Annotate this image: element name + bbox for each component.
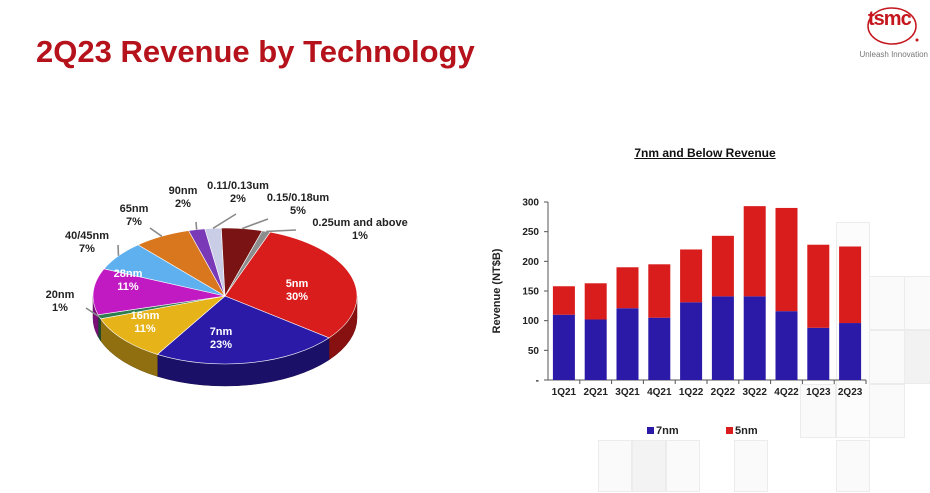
pie-leader-0-15-0-18um <box>241 218 269 230</box>
bar-7nm-3q22 <box>743 296 766 380</box>
bar-7nm-2q22 <box>711 296 734 380</box>
decor-tile <box>904 330 930 384</box>
bar-7nm-1q23 <box>807 327 830 380</box>
bar-5nm-4q21 <box>648 264 671 318</box>
y-tick-label: 50 <box>528 346 540 357</box>
y-tick-label: 300 <box>522 198 539 209</box>
pie-slice-0-11-0-13um <box>204 227 226 297</box>
pie-label-90nm: 90nm 2% <box>168 185 198 210</box>
decor-tile <box>734 440 768 492</box>
pie-label-16nm: 16nm 11% <box>130 310 160 335</box>
tsmc-logo: tsmc Unleash Innovation <box>852 6 930 62</box>
bar-5nm-1q23 <box>807 244 830 328</box>
pie-side-28nm <box>92 295 99 338</box>
x-tick-label: 3Q22 <box>742 387 767 398</box>
legend-swatch-5nm <box>726 427 733 434</box>
x-tick-label: 2Q21 <box>583 387 608 398</box>
pie-label-20nm: 20nm 1% <box>45 289 75 314</box>
pie-leader-90nm <box>195 221 198 230</box>
bar-7nm-3q21 <box>616 308 639 380</box>
pie-leader-0-25um-and-above <box>266 229 297 233</box>
bar-7nm-2q21 <box>584 319 607 380</box>
bar-5nm-2q22 <box>711 235 734 297</box>
x-tick-label: 1Q21 <box>552 387 577 398</box>
pie-label-40-45nm: 40/45nm 7% <box>64 230 110 255</box>
decor-tile <box>666 440 700 492</box>
decor-tile <box>869 384 905 438</box>
logo-tagline: Unleash Innovation <box>859 50 929 59</box>
bar-7nm-4q21 <box>648 317 671 380</box>
bar-7nm-1q22 <box>680 302 703 380</box>
decor-tile <box>632 440 666 492</box>
bar-5nm-1q22 <box>680 249 703 303</box>
bar-5nm-2q21 <box>584 283 607 320</box>
y-axis-label: Revenue (NT$B) <box>491 248 503 333</box>
legend-item-7nm: 7nm <box>647 425 679 437</box>
y-tick-label: 250 <box>522 227 539 238</box>
decor-tile <box>598 440 632 492</box>
decor-tile <box>869 276 905 330</box>
decor-tile <box>836 222 870 438</box>
y-tick-label: 150 <box>522 287 539 298</box>
x-tick-label: 4Q21 <box>647 387 672 398</box>
pie-slice-90nm <box>188 228 226 297</box>
pie-label-28nm: 28nm 11% <box>113 268 143 293</box>
logo-wordmark: tsmc <box>868 8 912 30</box>
y-tick-label: 100 <box>522 316 539 327</box>
bar-7nm-4q22 <box>775 311 798 380</box>
pie-label-65nm: 65nm 7% <box>119 203 149 228</box>
slide-title: 2Q23 Revenue by Technology <box>36 34 475 69</box>
pie-leader-65nm <box>149 227 163 237</box>
bar-5nm-1q21 <box>552 286 575 315</box>
legend-swatch-7nm <box>647 427 654 434</box>
decor-tile <box>869 330 905 384</box>
pie-label-5nm: 5nm 30% <box>285 278 309 303</box>
logo-mark-icon <box>867 7 919 45</box>
pie-leader-0-11-0-13um <box>212 213 237 229</box>
pie-label-0-15-0-18um: 0.15/0.18um 5% <box>266 192 330 217</box>
pie-leader-20nm <box>85 307 100 318</box>
x-tick-label: 2Q22 <box>711 387 736 398</box>
pie-side-5nm <box>328 295 358 361</box>
pie-label-0-11-0-13um: 0.11/0.13um 2% <box>207 180 269 205</box>
pie-side-20nm <box>97 313 101 342</box>
bar-5nm-3q21 <box>616 267 639 309</box>
decor-tile <box>800 384 836 438</box>
decor-tile <box>836 440 870 492</box>
y-tick-label: - <box>536 376 539 387</box>
x-tick-label: 1Q22 <box>679 387 704 398</box>
x-tick-label: 4Q22 <box>774 387 799 398</box>
pie-slice-0-15-0-18um <box>220 227 263 298</box>
y-tick-label: 200 <box>522 257 539 268</box>
decor-tile <box>904 276 930 330</box>
bar-5nm-3q22 <box>743 206 766 297</box>
legend-item-5nm: 5nm <box>726 425 758 437</box>
bar-chart-title: 7nm and Below Revenue <box>634 146 776 160</box>
pie-slice-0-25um-and-above <box>224 230 271 297</box>
bar-5nm-4q22 <box>775 207 798 312</box>
x-tick-label: 3Q21 <box>615 387 640 398</box>
pie-label-0-25um-and-above: 0.25um and above 1% <box>312 217 408 242</box>
bar-7nm-1q21 <box>552 314 575 380</box>
pie-label-7nm: 7nm 23% <box>209 326 233 351</box>
